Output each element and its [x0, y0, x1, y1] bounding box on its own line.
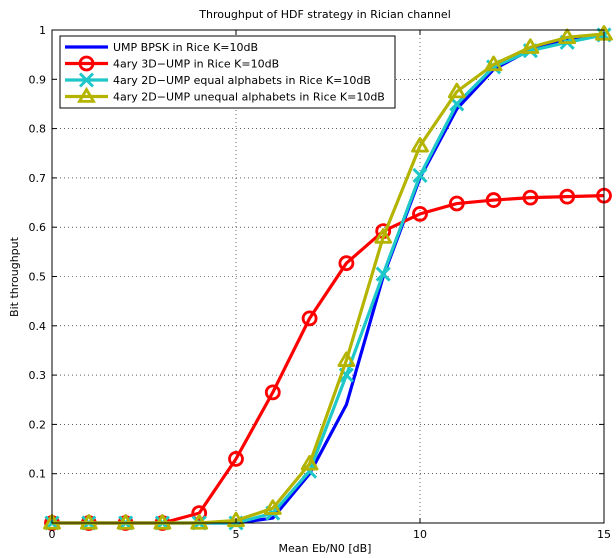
legend-label: UMP BPSK in Rice K=10dB — [113, 41, 258, 54]
data-point — [411, 136, 429, 153]
data-point — [412, 205, 428, 222]
y-tick-label: 0.3 — [29, 369, 47, 382]
data-point — [264, 384, 281, 401]
y-tick-label: 0.5 — [29, 271, 47, 284]
legend-marker — [78, 72, 95, 88]
data-point — [153, 514, 172, 530]
data-point — [447, 82, 466, 99]
legend-box — [59, 35, 396, 109]
legend-label: 4ary 2D−UMP equal alphabets in Rice K=10… — [113, 74, 371, 87]
legend-marker — [77, 86, 96, 103]
data-point — [337, 351, 356, 367]
y-tick-label: 0.2 — [29, 418, 47, 431]
legend: UMP BPSK in Rice K=10dB 4ary 3D−UMP in Ri… — [59, 35, 396, 109]
data-point — [227, 511, 245, 528]
data-point — [338, 255, 355, 272]
data-point — [190, 514, 209, 530]
y-tick-label: 0.7 — [29, 172, 47, 185]
data-point — [485, 192, 502, 208]
data-point — [559, 188, 576, 205]
x-tick-label: 0 — [49, 528, 56, 541]
data-point — [116, 514, 135, 530]
legend-label: 4ary 3D−UMP in Rice K=10dB — [113, 58, 279, 71]
legend-label: 4ary 2D−UMP unequal alphabets in Rice K=… — [113, 91, 385, 104]
x-tick-label: 15 — [597, 528, 611, 541]
data-point — [412, 167, 428, 183]
data-point — [375, 266, 391, 282]
data-point — [558, 28, 577, 45]
data-point — [522, 189, 539, 206]
y-tick-label: 0.6 — [29, 221, 47, 234]
x-axis-label: Mean Eb/N0 [dB] — [279, 542, 372, 555]
data-point — [79, 514, 98, 530]
data-point — [521, 38, 540, 54]
data-point — [484, 55, 503, 72]
data-point — [43, 514, 61, 530]
data-point — [301, 310, 318, 327]
data-point — [228, 451, 244, 467]
legend-marker — [78, 55, 95, 72]
data-point — [374, 228, 393, 244]
plot-area: 0 5 10 15 0.1 0.2 0.3 0.4 0.5 0.6 0.7 0.8 0.9 1 UMP BP… — [29, 24, 613, 541]
x-tick-label: 10 — [413, 528, 427, 541]
data-point — [448, 195, 465, 212]
y-tick-label: 0.4 — [29, 320, 47, 333]
chart-title: Throughput of HDF strategy in Rician cha… — [198, 8, 451, 21]
data-point — [191, 505, 208, 522]
data-point — [263, 499, 282, 515]
y-tick-label: 0.9 — [29, 73, 47, 86]
x-tick-label: 5 — [233, 528, 240, 541]
y-tick-label: 1 — [39, 24, 46, 37]
y-axis-label: Bit throughput — [8, 236, 21, 317]
y-tick-label: 0.1 — [29, 468, 47, 481]
data-point — [300, 454, 319, 471]
y-tick-label: 0.8 — [29, 123, 47, 136]
